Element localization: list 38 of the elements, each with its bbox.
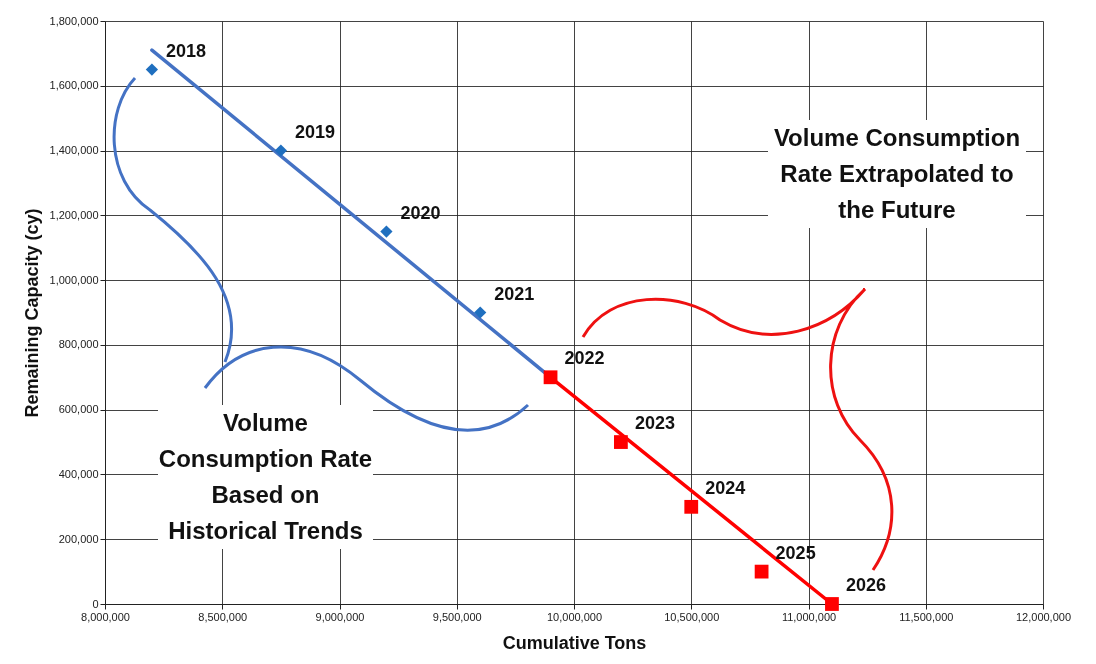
x-axis-title: Cumulative Tons xyxy=(502,632,647,653)
x-tick-label: 8,000,000 xyxy=(81,610,130,623)
point xyxy=(274,144,287,157)
y-tick-label: 1,800,000 xyxy=(49,14,99,27)
point xyxy=(825,597,839,611)
annotation: 2026 xyxy=(845,575,886,595)
point xyxy=(474,306,487,319)
x-tick-label: 9,000,000 xyxy=(315,610,365,623)
x-tick-label: 9,500,000 xyxy=(432,610,482,623)
y-tick-label: 800,000 xyxy=(58,338,99,351)
y-tick-label: 600,000 xyxy=(58,403,99,416)
x-tick-label: 11,500,000 xyxy=(899,610,954,623)
x-tick-label: 10,500,000 xyxy=(664,610,720,623)
y-tick-label: 1,600,000 xyxy=(49,79,99,92)
y-tick-label: 200,000 xyxy=(58,532,99,545)
annotation: 2024 xyxy=(705,477,746,498)
x-tick-label: 11,000,000 xyxy=(781,610,837,623)
y-tick-label: 1,200,000 xyxy=(49,208,99,221)
y-tick-label: 0 xyxy=(92,597,99,610)
point xyxy=(380,225,393,238)
annotation: Volume Consumption Rate Based on Historical Trends xyxy=(158,405,373,549)
annotation: 2021 xyxy=(494,283,535,304)
point xyxy=(543,370,558,385)
annotation: Volume Consumption Rate Extrapolated to the Future xyxy=(768,120,1026,228)
point xyxy=(614,435,628,449)
point xyxy=(754,564,769,579)
y-tick-label: 1,000,000 xyxy=(49,273,99,286)
annotation: 2019 xyxy=(294,121,335,142)
annotation: 2023 xyxy=(634,413,675,434)
y-tick-label: 1,400,000 xyxy=(49,144,99,157)
x-tick-label: 8,500,000 xyxy=(198,610,248,623)
x-tick-label: 12,000,000 xyxy=(1015,610,1072,623)
y-tick-label: 400,000 xyxy=(58,467,99,480)
annotation: 2018 xyxy=(165,40,206,61)
x-tick-label: 10,000,000 xyxy=(546,610,603,623)
y-axis-title: Remaining Capacity (cy) xyxy=(21,208,42,418)
point xyxy=(684,499,699,514)
point xyxy=(145,63,159,76)
